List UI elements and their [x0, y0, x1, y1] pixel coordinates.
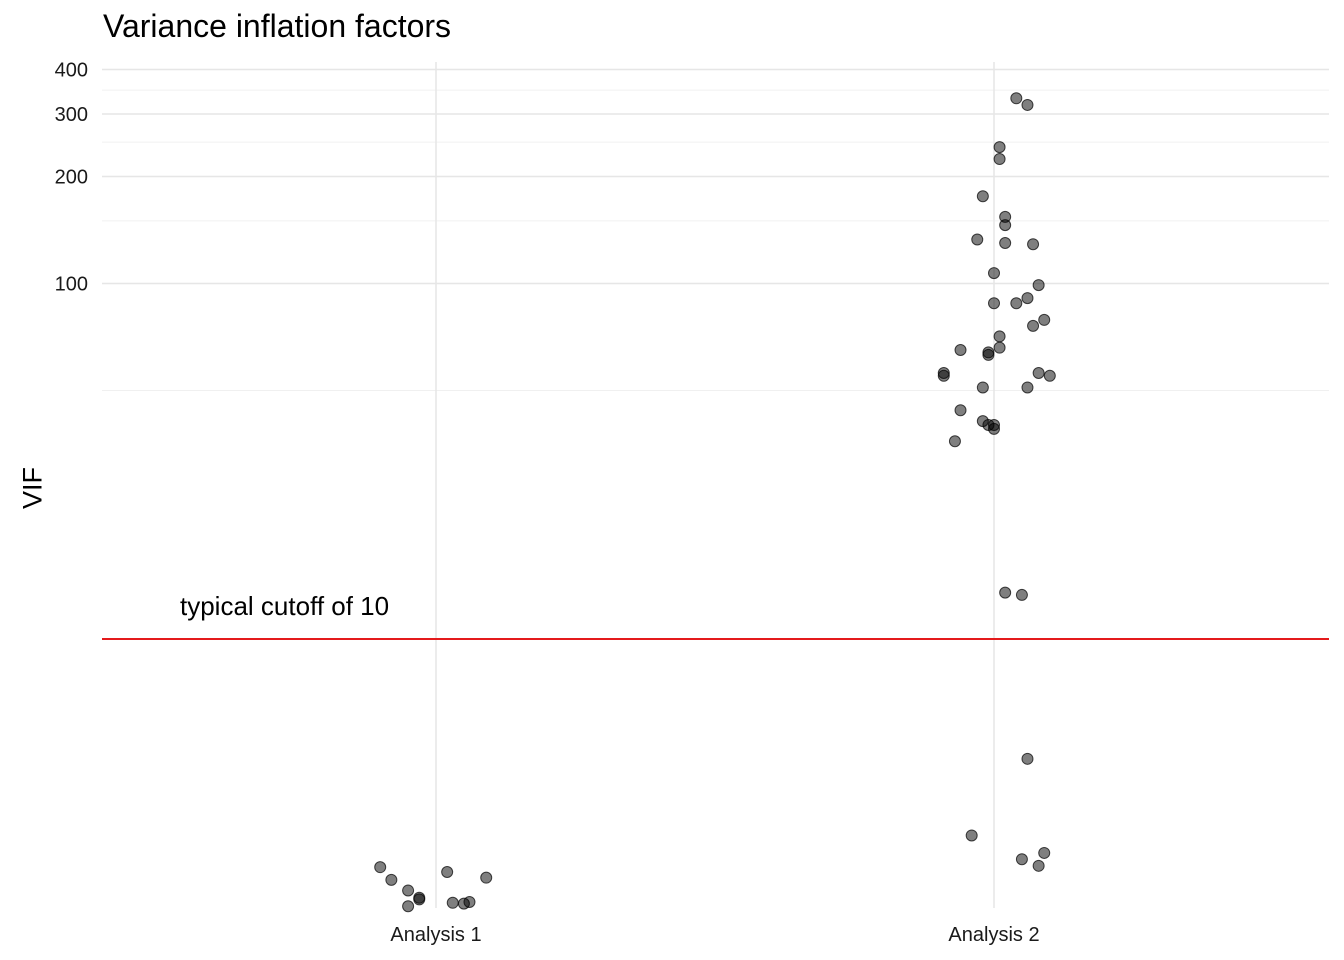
data-point: [1038, 313, 1051, 326]
y-tick-label: 100: [55, 274, 88, 296]
data-point: [441, 865, 454, 878]
data-point: [374, 861, 387, 874]
data-point: [999, 586, 1012, 599]
data-point: [1010, 297, 1023, 310]
data-point: [954, 404, 967, 417]
category-gridlines: [435, 62, 995, 908]
data-point: [402, 884, 415, 897]
data-point: [976, 190, 989, 203]
data-point: [999, 219, 1012, 232]
data-point: [1021, 381, 1034, 394]
data-point: [480, 871, 493, 884]
data-point: [385, 873, 398, 886]
data-point: [1021, 98, 1034, 111]
major-gridlines: [102, 68, 1329, 285]
minor-gridlines: [102, 89, 1329, 392]
data-point: [954, 344, 967, 357]
chart-title: Variance inflation factors: [103, 8, 452, 44]
data-point: [1032, 279, 1045, 292]
data-point: [971, 233, 984, 246]
data-point: [988, 418, 1000, 431]
data-point: [413, 893, 426, 906]
data-point: [1015, 853, 1028, 866]
data-point: [993, 141, 1006, 154]
reference-line-group: typical cutoff of 10: [102, 591, 1329, 640]
data-point: [1032, 859, 1045, 872]
x-axis-ticks: Analysis 1 Analysis 2: [390, 924, 1039, 946]
x-tick-label: Analysis 2: [948, 924, 1039, 946]
data-point: [1038, 846, 1051, 859]
data-point: [1015, 588, 1028, 601]
data-point: [965, 829, 978, 842]
x-tick-label: Analysis 1: [390, 924, 481, 946]
data-point: [1021, 292, 1034, 305]
data-point: [993, 153, 1006, 166]
data-point: [976, 381, 989, 394]
y-tick-label: 300: [55, 104, 88, 126]
data-point: [988, 297, 1000, 310]
data-points: [374, 92, 1056, 913]
data-point: [993, 341, 1006, 354]
data-point: [1027, 238, 1040, 251]
data-point: [937, 369, 950, 382]
y-tick-label: 400: [55, 60, 88, 82]
data-point: [988, 267, 1000, 280]
data-point: [1021, 752, 1034, 765]
data-point: [1032, 367, 1045, 380]
cutoff-label: typical cutoff of 10: [180, 591, 389, 621]
y-tick-label: 200: [55, 167, 88, 189]
data-point: [982, 348, 995, 361]
data-point: [999, 237, 1012, 250]
data-point: [993, 330, 1006, 343]
data-point: [463, 895, 476, 908]
data-point: [402, 900, 415, 913]
y-axis-ticks: 100 200 300 400: [55, 60, 88, 296]
data-point: [1027, 319, 1040, 332]
data-point: [446, 896, 459, 909]
data-point: [1043, 369, 1056, 382]
data-point: [948, 435, 961, 448]
data-point: [1010, 92, 1023, 105]
